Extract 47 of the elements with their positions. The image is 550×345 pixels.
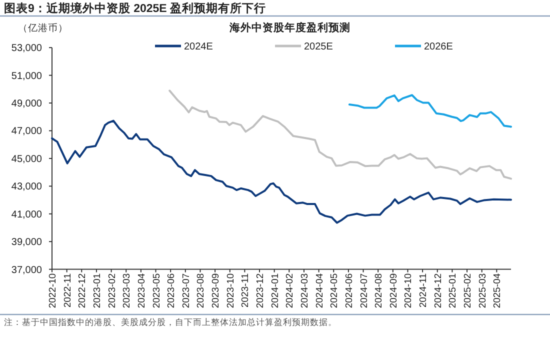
x-tick-label: 2024-05 <box>329 273 340 308</box>
x-tick-label: 2023-11 <box>240 273 252 308</box>
x-tick-label: 2022-12 <box>77 273 88 308</box>
y-tick-label: 39,000 <box>11 237 42 248</box>
x-tick-label: 2024-04 <box>314 273 326 308</box>
x-tick-label: 2024-10 <box>403 273 414 308</box>
x-tick-label: 2025-02 <box>462 273 474 308</box>
x-tick-label: 2024-07 <box>358 273 370 308</box>
text: 注：基于中国指数中的港股、美股成分股，自下而上整体法加总计算盈利预期数据。 <box>4 317 337 327</box>
legend-label: 2025E <box>304 42 334 52</box>
x-tick-label: 2023-01 <box>92 273 103 308</box>
x-tick-label: 2023-02 <box>106 273 118 308</box>
x-tick-label: 2023-04 <box>136 273 148 308</box>
x-tick-label: 2023-05 <box>151 273 162 308</box>
y-tick-label: 51,000 <box>11 70 42 82</box>
x-tick-label: 2022-10 <box>48 273 58 308</box>
x-tick-label: 2023-07 <box>180 273 192 308</box>
x-tick-label: 2024-11 <box>418 273 430 308</box>
x-tick-label: 2024-01 <box>270 273 281 308</box>
x-tick-label: 2024-03 <box>299 273 310 308</box>
y-tick-label: 45,000 <box>11 154 42 165</box>
y-tick-label: 53,000 <box>11 43 42 54</box>
x-tick-label: 2023-08 <box>196 273 207 308</box>
chart-title: 图表9：近期境外中资股 2025E 盈利预期有所下行 <box>4 1 266 15</box>
x-tick-label: 2023-09 <box>210 273 222 308</box>
x-tick-label: 2024-09 <box>388 273 400 308</box>
x-tick-label: 2023-10 <box>225 273 236 308</box>
y-tick-label: 41,000 <box>11 209 42 220</box>
x-tick-label: 2025-03 <box>477 273 488 308</box>
y-tick-label: 43,000 <box>11 182 42 193</box>
x-tick-label: 2024-12 <box>432 273 444 308</box>
legend-label: 2026E <box>424 42 454 52</box>
x-tick-label: 2024-02 <box>284 273 296 308</box>
x-tick-label: 2023-03 <box>122 273 133 308</box>
x-tick-label: 2024-08 <box>374 273 385 308</box>
y-tick-label: 47,000 <box>11 126 42 138</box>
chart-subtitle: 海外中资股年度盈利预测 <box>228 21 350 34</box>
x-tick-label: 2023-06 <box>166 273 178 308</box>
y-tick-label: 49,000 <box>11 98 42 110</box>
x-tick-label: 2025-04 <box>492 273 504 308</box>
legend-label: 2024E <box>184 42 214 52</box>
y-tick-label: 37,000 <box>11 264 42 276</box>
x-tick-label: 2023-12 <box>255 273 266 308</box>
x-tick-label: 2025-01 <box>448 273 459 308</box>
x-tick-label: 2022-11 <box>62 273 74 308</box>
x-tick-label: 2024-06 <box>344 273 355 308</box>
y-axis-title: （亿港币） <box>18 22 68 34</box>
